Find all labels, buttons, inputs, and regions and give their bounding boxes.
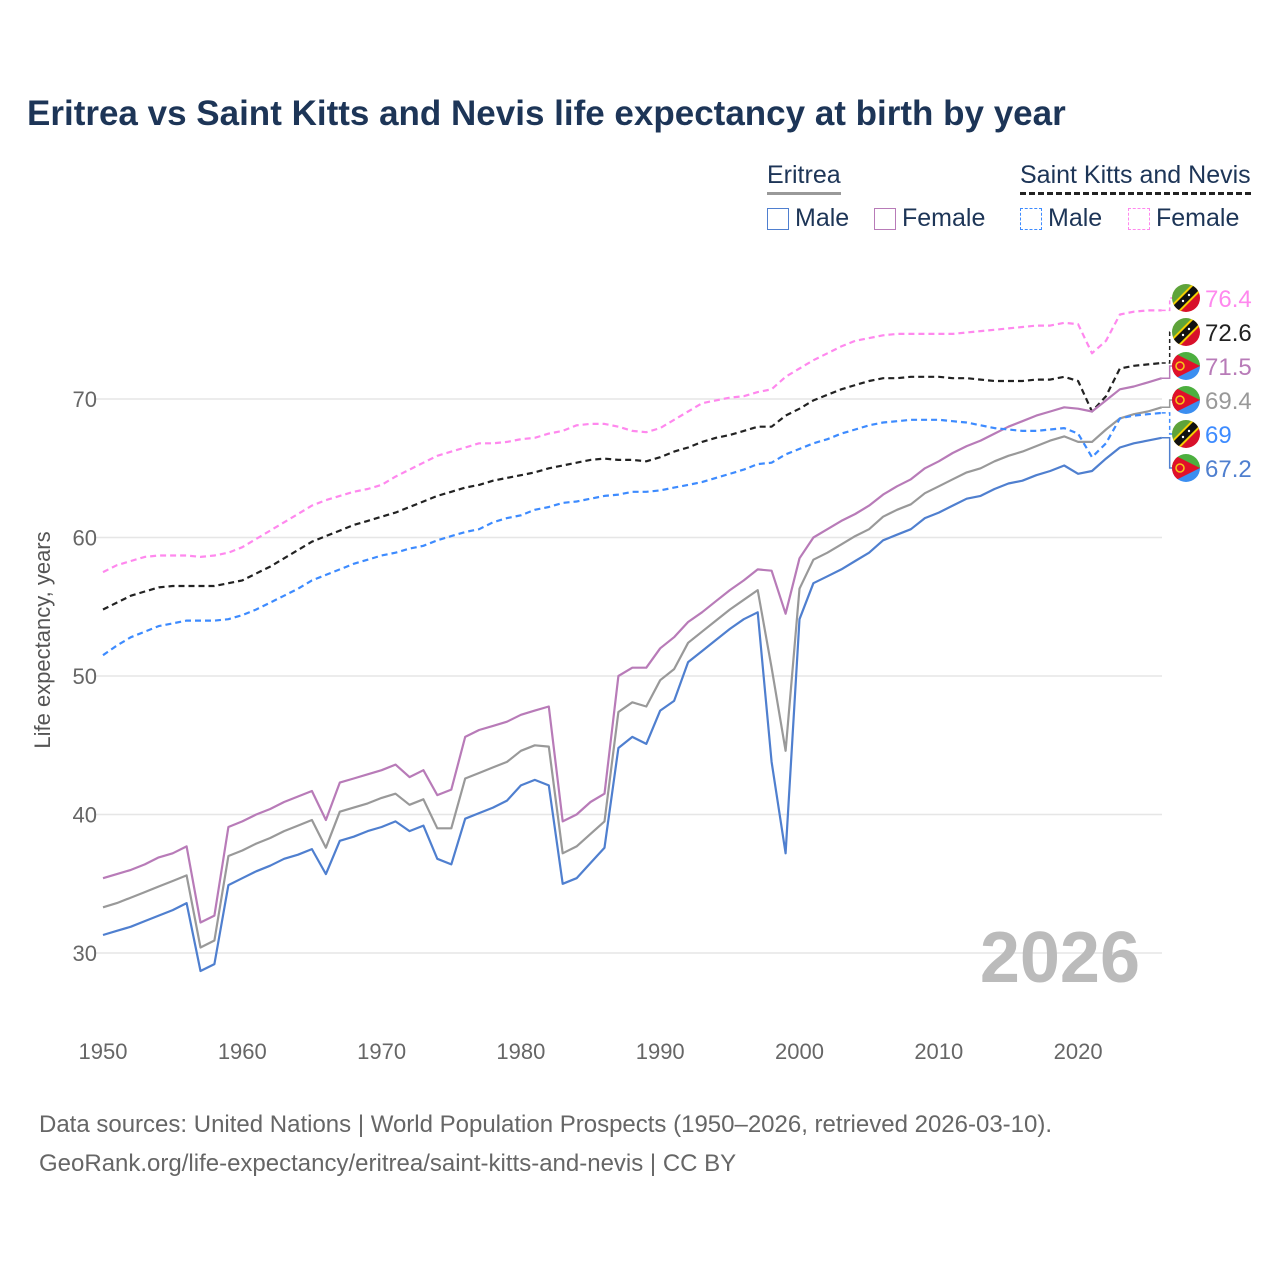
- legend-group-skn: Saint Kitts and Nevis: [1020, 161, 1251, 195]
- legend-skn-female[interactable]: Female: [1128, 204, 1239, 233]
- x-tick-label: 1950: [79, 1039, 128, 1064]
- series-line-eritrea-female: [102, 377, 1163, 924]
- series-line-eritrea: [102, 406, 1163, 949]
- y-axis-label: Life expectancy, years: [30, 531, 55, 748]
- y-tick-label: 30: [73, 941, 97, 966]
- end-value-label: 72.6: [1205, 320, 1252, 347]
- data-source: Data sources: United Nations | World Pop…: [39, 1111, 1053, 1138]
- x-tick-label: 1970: [357, 1039, 406, 1064]
- x-tick-label: 2000: [775, 1039, 824, 1064]
- x-tick-label: 2010: [914, 1039, 963, 1064]
- eritrea-flag-icon: [1172, 454, 1200, 482]
- y-tick-label: 40: [73, 803, 97, 828]
- y-tick-label: 60: [73, 526, 97, 551]
- x-tick-label: 1960: [218, 1039, 267, 1064]
- series-line-eritrea-male: [102, 436, 1162, 973]
- source-url[interactable]: GeoRank.org/life-expectancy/eritrea/sain…: [39, 1150, 737, 1177]
- legend-label: Female: [902, 204, 986, 232]
- eritrea-flag-icon: [1172, 352, 1200, 380]
- legend-eritrea-female[interactable]: Female: [874, 204, 985, 233]
- x-tick-label: 1980: [496, 1039, 545, 1064]
- x-tick-label: 1990: [636, 1039, 685, 1064]
- end-value-label: 67.2: [1205, 456, 1252, 483]
- eritrea-flag-icon: [1172, 386, 1200, 414]
- chart-title: Eritrea vs Saint Kitts and Nevis life ex…: [27, 94, 1066, 133]
- year-watermark: 2026: [980, 918, 1140, 998]
- legend-label: Male: [795, 204, 850, 232]
- legend-skn-male[interactable]: Male: [1020, 204, 1102, 233]
- y-tick-label: 70: [73, 387, 97, 412]
- series-line-saint-kitts-and-nevis-male: [102, 411, 1162, 657]
- end-label-connector: [1161, 412, 1176, 435]
- series-line-saint-kitts-and-nevis-female: [102, 309, 1162, 574]
- end-value-label: 71.5: [1205, 354, 1252, 381]
- legend-group-eritrea: Eritrea: [767, 161, 841, 195]
- saint-kitts-and-nevis-flag-icon: [1172, 284, 1200, 312]
- x-tick-label: 2020: [1054, 1039, 1103, 1064]
- saint-kitts-and-nevis-flag-icon: [1172, 420, 1200, 448]
- end-value-label: 76.4: [1205, 286, 1252, 313]
- legend-eritrea-male[interactable]: Male: [767, 204, 849, 233]
- legend-label: Female: [1156, 204, 1240, 232]
- legend-swatch: [874, 207, 896, 230]
- end-value-label: 69: [1205, 422, 1232, 449]
- legend-label: Male: [1048, 204, 1103, 232]
- saint-kitts-and-nevis-flag-icon: [1172, 318, 1200, 346]
- y-tick-label: 50: [73, 664, 97, 689]
- footer: Data sources: United Nations | World Pop…: [39, 1105, 1052, 1183]
- legend-swatch: [767, 207, 789, 230]
- legend-swatch: [1020, 207, 1042, 230]
- legend-swatch: [1128, 207, 1150, 230]
- end-label-connector: [1161, 331, 1176, 364]
- end-value-label: 69.4: [1205, 388, 1252, 415]
